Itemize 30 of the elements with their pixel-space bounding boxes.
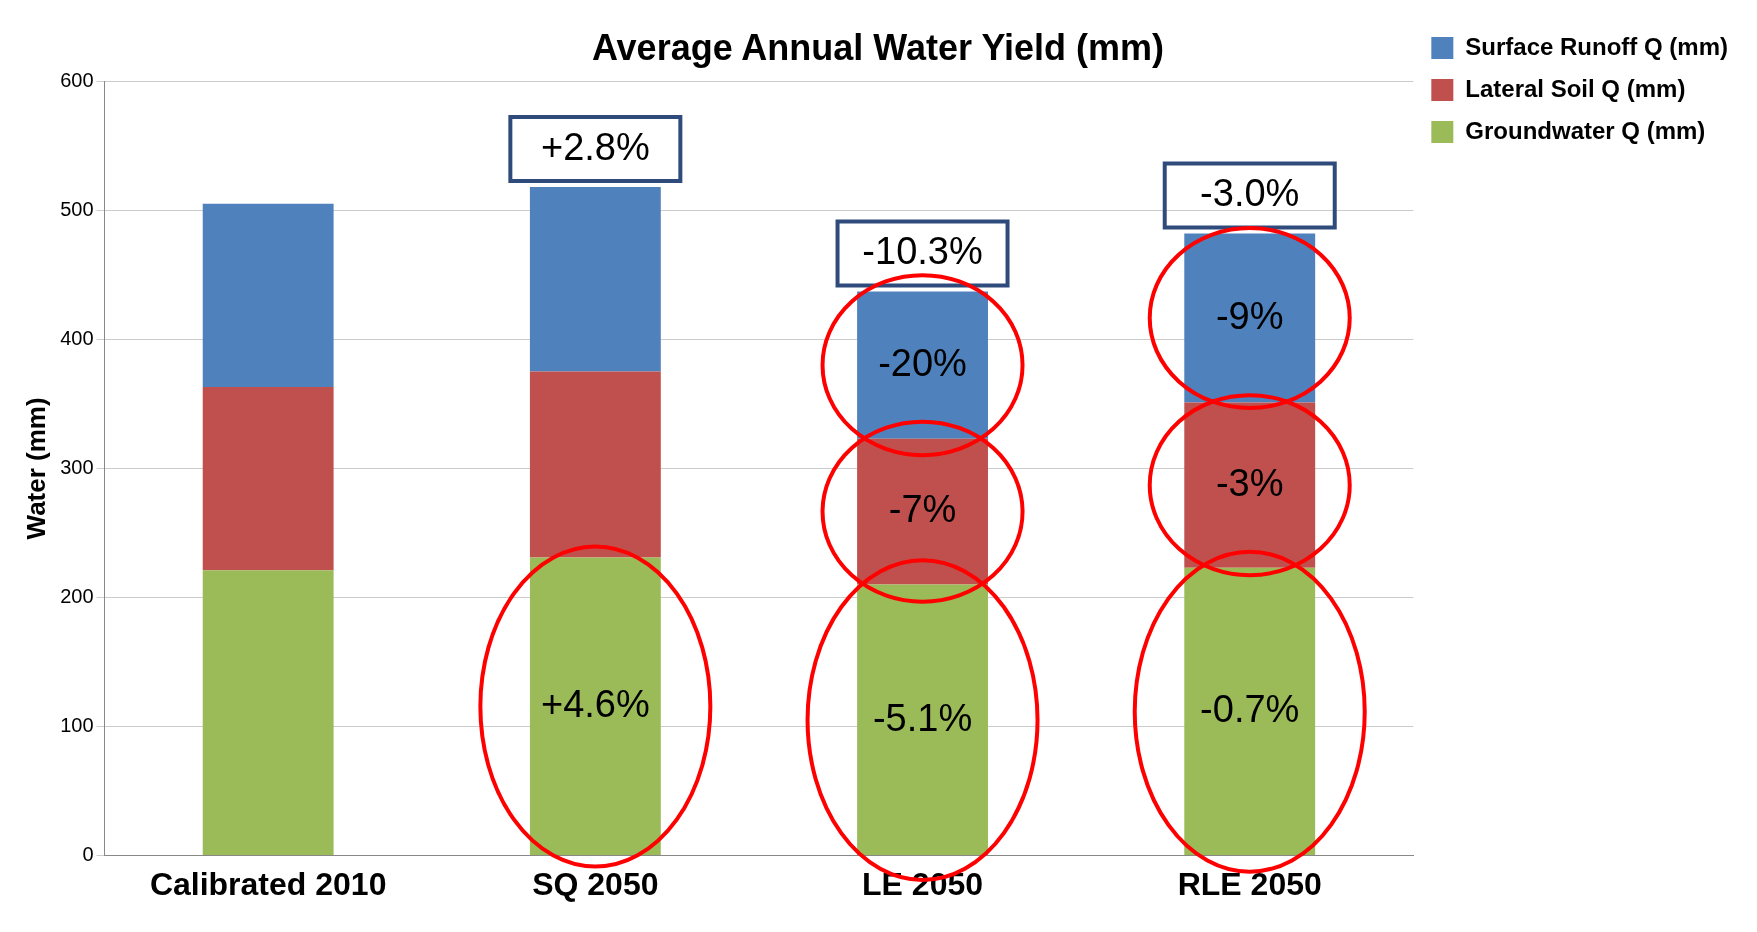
legend-label: Groundwater Q (mm): [1465, 116, 1706, 144]
annotation: -0.7%: [1200, 688, 1300, 731]
legend-label: Surface Runoff Q (mm): [1465, 32, 1729, 60]
annotation: -10.3%: [862, 230, 983, 273]
bar: [529, 187, 661, 372]
bar: [202, 570, 334, 856]
annotation: -5.1%: [872, 696, 973, 739]
annotation: -3.0%: [1200, 171, 1300, 214]
x-tick-label: RLE 2050: [1177, 865, 1322, 902]
bar: [529, 371, 661, 558]
x-tick-label: Calibrated 2010: [149, 865, 387, 902]
y-tick-label: 200: [60, 584, 94, 607]
y-tick-label: 400: [60, 326, 94, 349]
annotation: +2.8%: [540, 125, 650, 168]
x-tick-label: SQ 2050: [532, 865, 659, 902]
y-tick-label: 100: [60, 714, 94, 737]
y-axis-title: Water (mm): [20, 397, 51, 540]
annotation: -7%: [888, 488, 957, 531]
chart-title: Average Annual Water Yield (mm): [591, 26, 1165, 68]
annotation: +4.6%: [540, 683, 650, 726]
bar: [202, 203, 334, 388]
annotation: -20%: [878, 341, 967, 384]
legend-label: Lateral Soil Q (mm): [1465, 74, 1686, 102]
y-tick-label: 600: [60, 68, 94, 91]
y-tick-label: 300: [60, 455, 94, 478]
y-tick-label: 500: [60, 197, 94, 220]
bar: [202, 387, 334, 571]
annotation: -3%: [1215, 461, 1284, 504]
annotation: -9%: [1215, 294, 1284, 337]
y-tick-label: 0: [82, 843, 94, 866]
